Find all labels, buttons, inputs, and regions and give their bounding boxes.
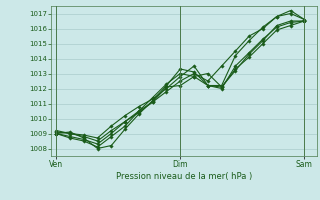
X-axis label: Pression niveau de la mer( hPa ): Pression niveau de la mer( hPa )	[116, 172, 252, 181]
